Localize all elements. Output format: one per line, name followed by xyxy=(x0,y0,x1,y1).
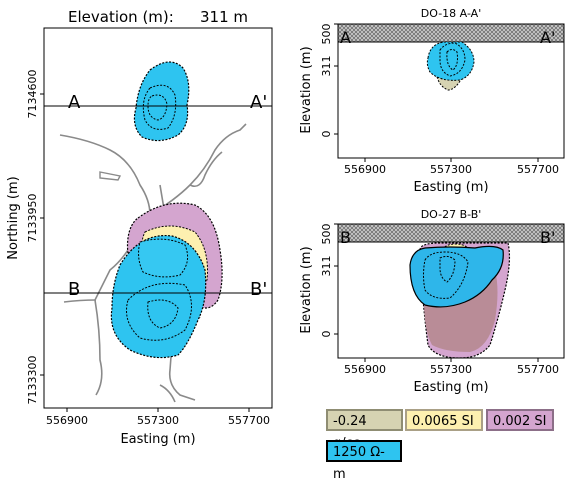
map-x-tick-label: 556900 xyxy=(46,414,88,427)
section-b-x-tick-label: 557300 xyxy=(430,363,472,376)
section-b-x-axis-label: Easting (m) xyxy=(413,380,488,395)
section-b-y-tick-label: 500 xyxy=(320,224,333,245)
section-b-panel: DO-27 B-B' B B' 556900 557300 557700 Eas… xyxy=(299,208,565,395)
section-a-x-tick-label: 557700 xyxy=(517,163,559,176)
legend-item-susceptibility-high: 0.0065 SI xyxy=(405,409,483,431)
map-x-tick-label: 557700 xyxy=(228,414,270,427)
section-a-title: DO-18 A-A' xyxy=(421,7,481,20)
map-y-ticks xyxy=(40,93,44,376)
section-a-start-label: A xyxy=(68,92,81,113)
section-a-x-tick-label: 556900 xyxy=(344,163,386,176)
section-a-x-ticks xyxy=(364,158,539,162)
map-title-label: Elevation (m): xyxy=(68,8,174,26)
section-b-y-ticks xyxy=(334,223,338,335)
section-a-right-label: A' xyxy=(540,28,555,47)
section-b-title: DO-27 B-B' xyxy=(421,208,482,221)
legend-item-susceptibility-low: 0.002 SI xyxy=(486,409,554,431)
section-a-left-label: A xyxy=(340,28,351,47)
section-a-y-axis-label: Elevation (m) xyxy=(299,46,314,133)
section-b-x-tick-label: 557700 xyxy=(517,363,559,376)
map-x-ticks xyxy=(66,408,250,412)
map-y-tick-label: 7134600 xyxy=(26,70,39,119)
map-title-value: 311 m xyxy=(200,8,248,26)
section-a-y-tick-label: 0 xyxy=(320,131,333,138)
section-b-left-label: B xyxy=(340,228,351,247)
section-a-topography xyxy=(338,24,564,42)
section-b-y-tick-label: 0 xyxy=(320,331,333,338)
section-b-x-tick-label: 556900 xyxy=(344,363,386,376)
anomaly-north xyxy=(133,61,190,142)
section-b-y-tick-label: 311 xyxy=(320,256,333,277)
legend-item-resistivity: 1250 Ω-m xyxy=(326,440,402,482)
legend-item-density: -0.24 g/cc xyxy=(326,409,403,451)
section-b-topography xyxy=(338,224,564,242)
anomaly-south xyxy=(110,202,223,359)
map-y-tick-label: 7133950 xyxy=(26,194,39,243)
section-a-y-ticks xyxy=(334,23,338,135)
section-a-end-label: A' xyxy=(250,92,267,113)
section-b-y-axis-label: Elevation (m) xyxy=(299,246,314,333)
section-a-anomaly xyxy=(426,41,475,91)
map-panel: Elevation (m): 311 m xyxy=(6,8,273,447)
section-a-y-tick-label: 311 xyxy=(320,56,333,77)
section-b-x-ticks xyxy=(364,358,539,362)
section-a-x-axis-label: Easting (m) xyxy=(413,180,488,195)
section-b-right-label: B' xyxy=(540,228,555,247)
map-y-axis-label: Northing (m) xyxy=(6,176,21,259)
map-plot-area xyxy=(44,61,272,403)
map-y-tick-label: 7133300 xyxy=(26,356,39,405)
section-b-start-label: B xyxy=(68,279,80,300)
section-a-y-tick-label: 500 xyxy=(320,24,333,45)
map-x-axis-label: Easting (m) xyxy=(120,432,195,447)
figure: Elevation (m): 311 m xyxy=(6,7,565,447)
section-b-end-label: B' xyxy=(250,279,267,300)
section-a-panel: DO-18 A-A' A A' 556900 557300 557700 Eas… xyxy=(299,7,565,195)
section-b-anomaly xyxy=(409,242,511,358)
map-x-tick-label: 557300 xyxy=(137,414,179,427)
section-a-x-tick-label: 557300 xyxy=(430,163,472,176)
